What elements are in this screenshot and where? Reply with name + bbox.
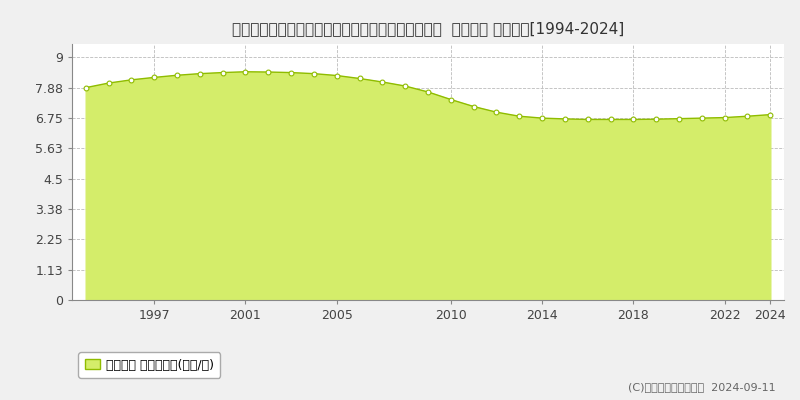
Point [353,75,366,82]
Point [148,74,161,81]
Legend: 地価公示 平均坪単価(万円/坪): 地価公示 平均坪単価(万円/坪) [78,352,220,378]
Point [536,115,549,121]
Point [125,77,138,83]
Text: (C)土地価格ドットコム  2024-09-11: (C)土地価格ドットコム 2024-09-11 [628,382,776,392]
Point [102,80,115,86]
Point [194,70,206,77]
Point [398,83,411,89]
Point [558,116,571,122]
Point [741,113,754,120]
Point [307,70,320,77]
Point [285,69,298,76]
Point [239,68,252,75]
Point [330,72,343,79]
Point [170,72,183,78]
Point [673,116,686,122]
Point [604,116,617,123]
Point [467,103,480,110]
Title: 山形県東置賜郡高畠町大字福沢字鎌塚台１５０番６  地価公示 地価推移[1994-2024]: 山形県東置賜郡高畠町大字福沢字鎌塚台１５０番６ 地価公示 地価推移[1994-2… [232,21,624,36]
Point [764,112,777,118]
Point [582,116,594,123]
Point [445,96,458,103]
Point [422,89,434,95]
Point [490,109,503,115]
Point [262,69,274,75]
Point [216,69,229,76]
Point [718,114,731,121]
Point [627,116,640,123]
Point [79,84,92,91]
Point [695,115,708,121]
Point [650,116,662,122]
Point [513,113,526,120]
Point [376,79,389,85]
